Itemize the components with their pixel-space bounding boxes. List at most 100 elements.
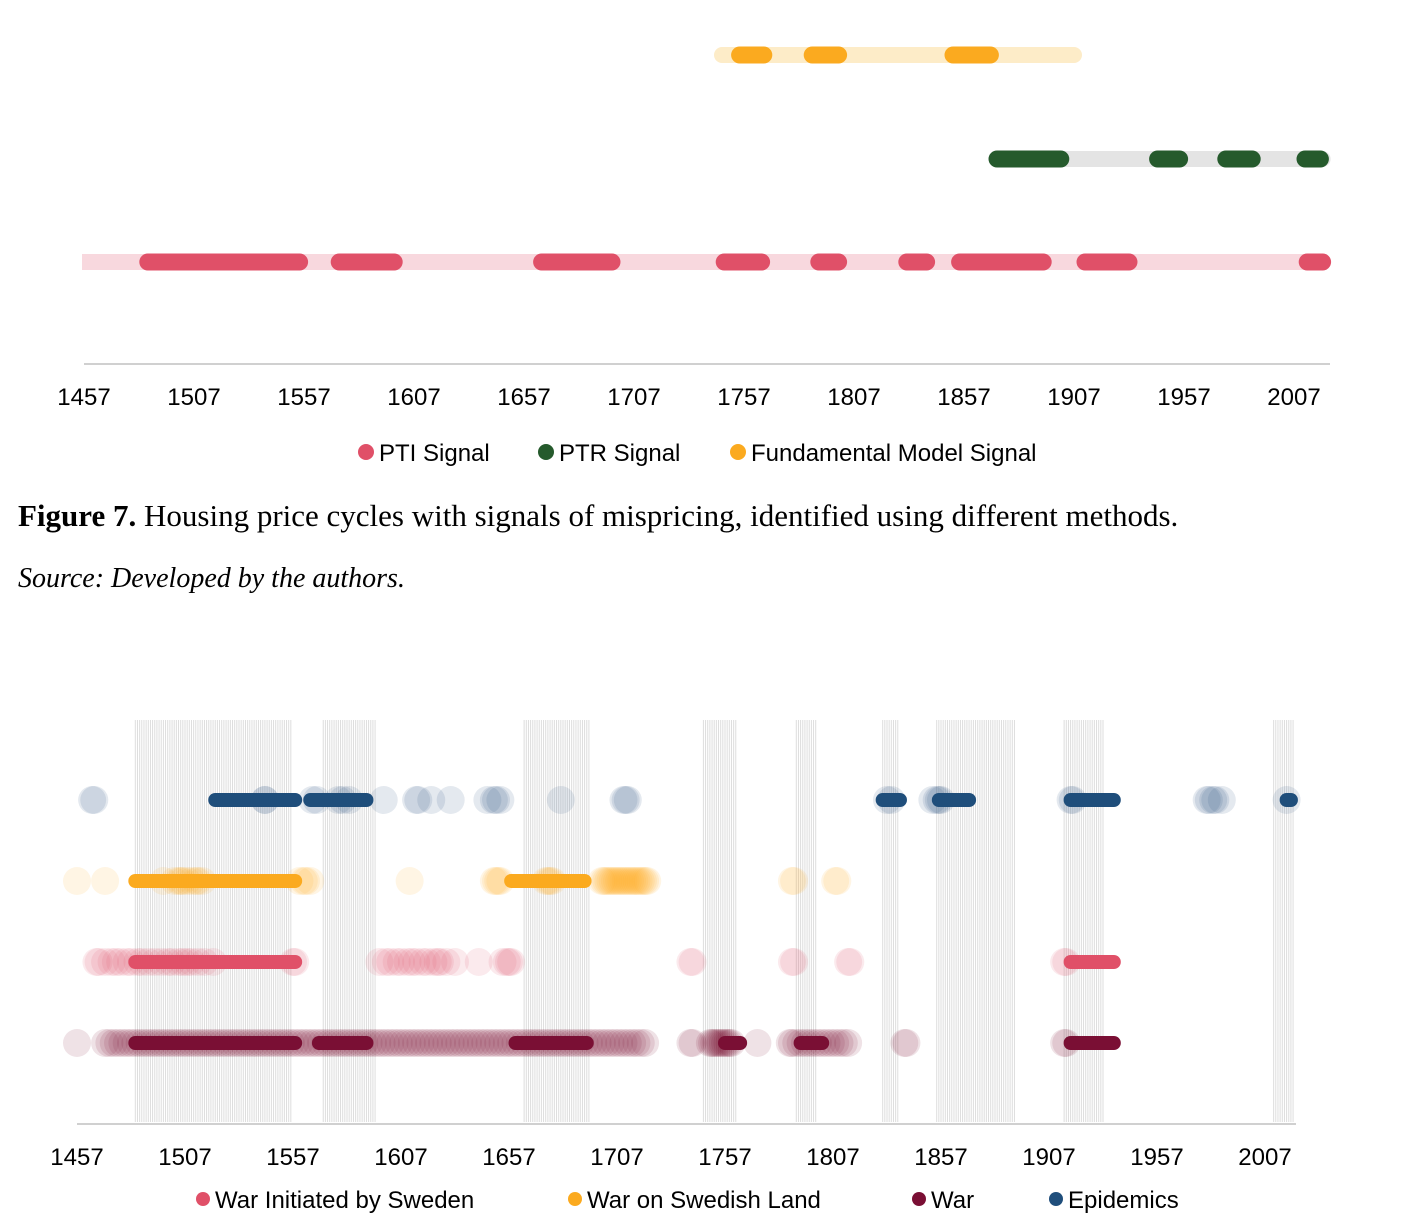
war-on-swedish-land-dot-31 [600, 867, 629, 895]
top-x-tick-label-1957: 1957 [1157, 384, 1210, 411]
war-on-swedish-land-dot-33 [605, 867, 634, 895]
war-initiated-by-sweden-dot-31 [402, 948, 431, 976]
war-on-swedish-land-dot-49 [821, 867, 850, 895]
war-dot-80 [432, 1029, 461, 1057]
epidemics-dot-17 [486, 786, 515, 814]
epidemics-dot-21 [613, 786, 642, 814]
war-dot-3 [99, 1029, 128, 1057]
war-initiated-by-sweden-dot-46 [777, 948, 806, 976]
gray-band-2 [523, 720, 590, 1122]
war-initiated-by-sweden-dot-4 [101, 948, 130, 976]
war-on-swedish-land-dot-41 [622, 867, 651, 895]
epidemics-dot-14 [473, 786, 502, 814]
epidemics-dot-11 [404, 786, 433, 814]
top-x-tick-label-1757: 1757 [717, 384, 770, 411]
war-dot-83 [445, 1029, 474, 1057]
war-dot-151 [816, 1029, 845, 1057]
war-dot-84 [449, 1029, 478, 1057]
top-chart-tracks [82, 46, 1332, 271]
war-initiated-by-sweden-dot-28 [387, 948, 415, 976]
war-initiated-by-sweden-row [82, 948, 1121, 976]
war-on-swedish-land-dot-45 [631, 867, 660, 895]
war-dot-131 [700, 1029, 729, 1057]
bottom-x-tick-label-1707: 1707 [590, 1144, 643, 1171]
war-on-swedish-land-dot-32 [603, 867, 631, 895]
top-signals-chart: 1457 1507 1557 1607 1657 1707 1757 1807 1857 1907… [57, 46, 1332, 467]
war-on-swedish-land-dot-36 [611, 867, 640, 895]
war-dot-142 [777, 1029, 806, 1057]
war-dot-89 [471, 1029, 500, 1057]
war-dot-155 [834, 1029, 863, 1057]
war-dot-128 [678, 1029, 707, 1057]
war-on-swedish-land-dot-50 [823, 867, 852, 895]
bottom-x-tick-label-1457: 1457 [50, 1144, 103, 1171]
war-on-swedish-land-dot-16 [395, 867, 424, 895]
bottom-chart-rows [63, 786, 1301, 1057]
top-x-tick-label-2007: 2007 [1267, 384, 1320, 411]
top-chart-legend: PTI Signal PTR Signal Fundamental Model Si… [358, 440, 1037, 467]
bottom-legend-marker-epidemics [1049, 1192, 1063, 1206]
war-on-swedish-land-dot-46 [633, 867, 662, 895]
war-on-swedish-land-dot-38 [615, 867, 644, 895]
war-dot-152 [821, 1029, 850, 1057]
epidemics-dot-16 [482, 786, 511, 814]
war-dot-120 [605, 1029, 634, 1057]
bottom-chart-legend: War Initiated by Sweden War on Swedish La… [196, 1187, 1179, 1214]
war-on-swedish-land-dot-18 [482, 867, 511, 895]
war-on-swedish-land-dot-44 [628, 867, 657, 895]
war-dot-2 [95, 1029, 124, 1057]
war-dot-73 [402, 1029, 431, 1057]
source-note: Source: Developed by the authors. [18, 563, 405, 594]
bottom-x-tick-label-1557: 1557 [266, 1144, 319, 1171]
war-on-swedish-land-dot-19 [484, 867, 513, 895]
war-dot-67 [376, 1029, 405, 1057]
war-dot-47 [289, 1029, 318, 1057]
war-initiated-by-sweden-dot-25 [371, 948, 400, 976]
war-on-swedish-land-dot-28 [594, 867, 623, 895]
top-legend-marker-ptr-signal [538, 444, 554, 460]
war-on-swedish-land-dot-34 [607, 867, 636, 895]
top-x-tick-label-1807: 1807 [827, 384, 880, 411]
war-dot-92 [484, 1029, 513, 1057]
top-x-tick-label-1507: 1507 [167, 384, 220, 411]
war-dot-132 [702, 1029, 731, 1057]
war-dot-74 [406, 1029, 435, 1057]
war-initiated-by-sweden-dot-37 [432, 948, 461, 976]
war-dot-116 [587, 1029, 616, 1057]
war-dot-127 [676, 1029, 705, 1057]
war-dot-94 [492, 1029, 521, 1057]
top-legend-marker-pti-signal [358, 444, 374, 460]
war-dot-122 [613, 1029, 642, 1057]
bottom-legend-marker-war-on-swedish-land [568, 1192, 582, 1206]
war-on-swedish-land-dot-43 [626, 867, 655, 895]
war-initiated-by-sweden-dot-45 [678, 948, 707, 976]
gray-band-4 [795, 720, 817, 1122]
war-dot-71 [393, 1029, 422, 1057]
war-on-swedish-land-dot-13 [289, 867, 318, 895]
war-dot-90 [475, 1029, 504, 1057]
war-initiated-by-sweden-dot-5 [106, 948, 135, 976]
war-dot-87 [462, 1029, 491, 1057]
war-dot-76 [415, 1029, 444, 1057]
gray-band-5 [882, 720, 899, 1122]
war-on-swedish-land-dot-25 [587, 867, 616, 895]
war-initiated-by-sweden-dot-41 [492, 948, 521, 976]
war-dot-68 [380, 1029, 409, 1057]
epidemics-dot-32 [1199, 786, 1228, 814]
war-initiated-by-sweden-dot-1 [84, 948, 113, 976]
war-dot-0 [63, 1029, 91, 1057]
top-legend-label-pti-signal: PTI Signal [379, 440, 490, 467]
top-legend-marker-fundamental-model-signal [730, 444, 746, 460]
war-on-swedish-land-dot-0 [63, 867, 91, 895]
gray-band-1 [322, 720, 376, 1122]
war-dot-69 [384, 1029, 413, 1057]
war-dot-153 [825, 1029, 854, 1057]
war-dot-115 [583, 1029, 612, 1057]
war-initiated-by-sweden-dot-38 [441, 948, 469, 976]
epidemics-dot-15 [479, 786, 508, 814]
epidemics-dot-20 [611, 786, 640, 814]
war-dot-75 [410, 1029, 439, 1057]
war-initiated-by-sweden-dot-34 [419, 948, 448, 976]
war-on-swedish-land-dot-17 [479, 867, 508, 895]
